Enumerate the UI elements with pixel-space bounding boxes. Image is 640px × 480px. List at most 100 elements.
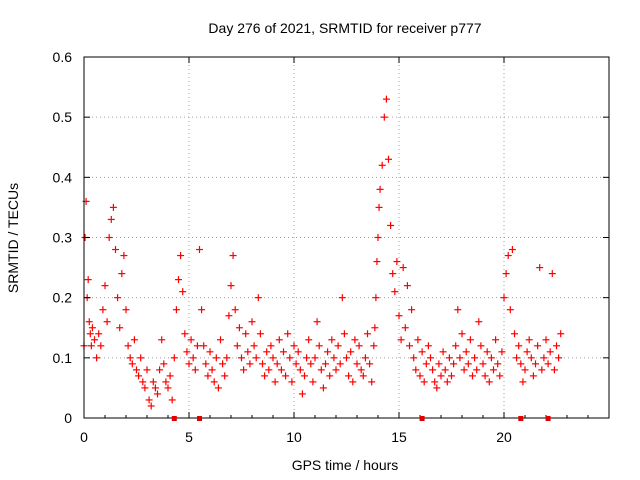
- data-point: [422, 360, 430, 368]
- data-point: [361, 354, 369, 362]
- y-tick-label: 0: [64, 410, 72, 426]
- data-point: [343, 354, 350, 362]
- data-point: [389, 270, 397, 278]
- data-point: [504, 252, 512, 260]
- data-point: [401, 324, 409, 332]
- data-point: [248, 318, 256, 326]
- data-point: [466, 336, 474, 344]
- data-point: [557, 330, 565, 338]
- data-point: [353, 360, 361, 368]
- y-tick-label: 0.5: [53, 109, 73, 125]
- data-point: [84, 276, 92, 284]
- data-point: [143, 366, 151, 374]
- data-point: [437, 372, 445, 380]
- data-point: [107, 215, 115, 223]
- data-point: [254, 294, 262, 302]
- x-tick-label: 10: [286, 429, 302, 445]
- data-point: [460, 366, 468, 374]
- data-point: [452, 342, 460, 350]
- data-point: [114, 294, 122, 302]
- data-point: [307, 360, 315, 368]
- data-point: [244, 348, 252, 356]
- data-point: [500, 294, 508, 302]
- data-point: [494, 360, 502, 368]
- y-axis-label: SRMTID / TECUs: [5, 183, 21, 293]
- data-point: [135, 372, 143, 380]
- data-point: [338, 294, 346, 302]
- data-point: [193, 342, 201, 350]
- data-point: [399, 264, 407, 272]
- data-point: [357, 366, 365, 374]
- time-marker: [171, 416, 177, 421]
- data-point: [210, 378, 218, 386]
- data-point: [403, 282, 411, 290]
- data-point: [525, 336, 533, 344]
- data-point: [139, 378, 147, 386]
- data-point: [202, 360, 210, 368]
- data-point: [473, 366, 481, 374]
- data-point: [118, 270, 126, 278]
- data-point: [286, 354, 294, 362]
- data-point: [376, 185, 384, 193]
- data-point: [553, 342, 560, 350]
- data-point: [393, 258, 401, 266]
- data-point: [120, 252, 128, 260]
- x-tick-label: 20: [496, 429, 512, 445]
- data-point: [328, 336, 336, 344]
- data-point: [303, 354, 311, 362]
- data-point: [517, 360, 525, 368]
- data-point: [273, 360, 281, 368]
- data-point: [368, 378, 376, 386]
- data-point: [269, 354, 277, 362]
- data-point: [364, 330, 371, 338]
- data-point: [532, 360, 539, 368]
- data-point: [294, 348, 302, 356]
- data-point: [280, 348, 287, 356]
- data-point: [319, 384, 327, 392]
- data-point: [536, 264, 544, 272]
- data-point: [147, 402, 155, 410]
- data-point: [471, 354, 479, 362]
- data-point: [521, 366, 529, 374]
- data-point: [464, 360, 472, 368]
- data-point: [555, 354, 563, 362]
- data-point: [435, 360, 443, 368]
- data-point: [149, 378, 157, 386]
- data-point: [259, 360, 266, 368]
- data-point: [490, 366, 497, 374]
- data-point: [170, 354, 178, 362]
- data-point: [263, 348, 271, 356]
- data-point: [475, 318, 483, 326]
- data-point: [265, 366, 273, 374]
- data-point: [151, 384, 159, 392]
- data-point: [406, 342, 413, 350]
- data-point: [204, 372, 212, 380]
- data-point: [324, 348, 332, 356]
- data-point: [542, 336, 550, 344]
- data-point: [227, 282, 235, 290]
- time-markers: [171, 416, 551, 421]
- data-point: [433, 384, 441, 392]
- data-point: [282, 372, 290, 380]
- data-point: [223, 354, 231, 362]
- data-point: [408, 306, 416, 314]
- data-point: [523, 348, 531, 356]
- data-point: [519, 378, 527, 386]
- data-point: [109, 203, 117, 211]
- data-point: [91, 336, 98, 344]
- data-point: [513, 354, 521, 362]
- chart-title: Day 276 of 2021, SRMTID for receiver p77…: [208, 20, 481, 36]
- data-point: [99, 306, 107, 314]
- data-point: [284, 330, 292, 338]
- data-point: [261, 372, 269, 380]
- data-point: [137, 354, 145, 362]
- data-point: [191, 366, 199, 374]
- data-point: [101, 282, 109, 290]
- data-point: [330, 354, 338, 362]
- data-point: [206, 348, 214, 356]
- data-point: [454, 306, 462, 314]
- data-point: [371, 324, 379, 332]
- data-point: [441, 366, 449, 374]
- data-point: [256, 330, 264, 338]
- data-point: [88, 324, 96, 332]
